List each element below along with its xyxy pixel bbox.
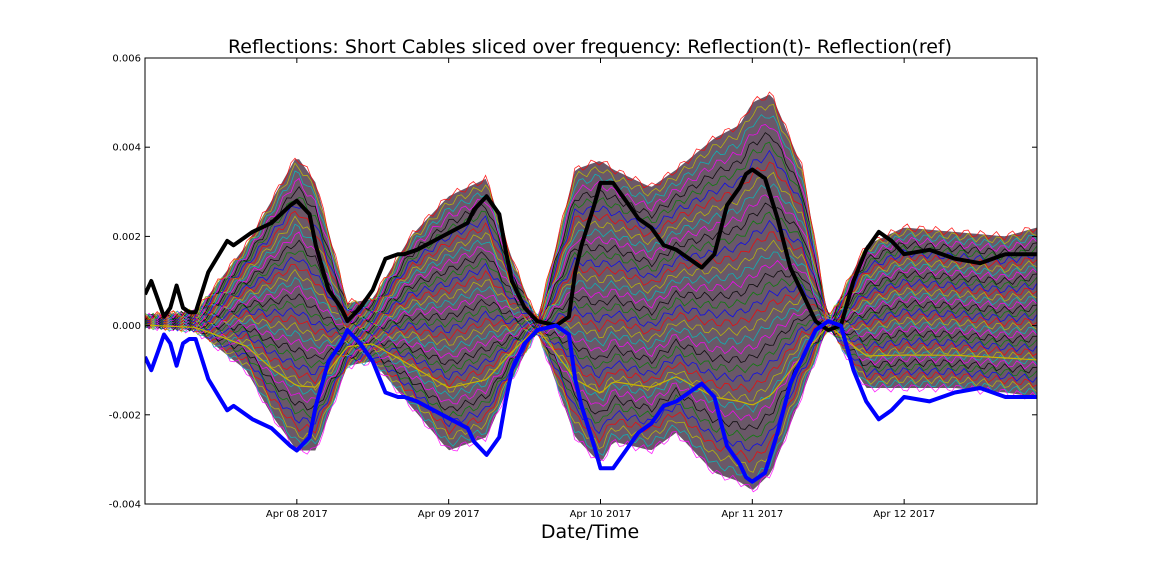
bundle-line bbox=[145, 318, 1037, 374]
bundle-line bbox=[145, 194, 1037, 326]
x-axis: Apr 08 2017 Apr 09 2017 Apr 10 2017 Apr 11 … bbox=[266, 58, 935, 520]
bundle-line bbox=[145, 313, 1037, 366]
chart-title: Reflections: Short Cables sliced over fr… bbox=[228, 36, 952, 58]
x-tick-label: Apr 09 2017 bbox=[418, 509, 480, 520]
x-tick-label: Apr 11 2017 bbox=[721, 509, 783, 520]
bundle-line bbox=[145, 124, 1037, 324]
bundle-line bbox=[145, 132, 1037, 322]
bundle-line bbox=[145, 202, 1037, 325]
y-axis: -0.004 -0.002 0.000 0.002 0.004 0.006 bbox=[109, 54, 1037, 511]
y-tick-label: 0.004 bbox=[112, 143, 141, 154]
bundle-line bbox=[145, 270, 1037, 337]
series-line bbox=[145, 167, 1037, 333]
bundle-line bbox=[145, 288, 1037, 342]
y-tick-label: 0.006 bbox=[112, 54, 141, 65]
bundle-line bbox=[145, 319, 1037, 393]
bundle-line bbox=[145, 322, 1037, 452]
bundle-envelope bbox=[145, 94, 1037, 490]
x-tick-label: Apr 12 2017 bbox=[873, 509, 935, 520]
bundle-line bbox=[145, 321, 1037, 464]
bundle-line bbox=[145, 276, 1037, 338]
bundle-line bbox=[145, 259, 1037, 335]
series-layer bbox=[145, 167, 1037, 484]
frequency-slice-bundle bbox=[145, 91, 1037, 493]
bundle-line bbox=[145, 284, 1037, 339]
bundle-line bbox=[145, 320, 1037, 413]
bundle-line bbox=[145, 319, 1037, 422]
x-axis-label: Date/Time bbox=[541, 521, 639, 543]
bundle-line bbox=[145, 295, 1037, 346]
y-tick-label: -0.002 bbox=[109, 410, 141, 421]
bundle-line bbox=[145, 171, 1037, 323]
bundle-line bbox=[145, 302, 1037, 353]
bundle-line bbox=[145, 319, 1037, 402]
bundle-line bbox=[145, 219, 1037, 327]
bundle-line bbox=[145, 231, 1037, 329]
bundle-line bbox=[145, 251, 1037, 334]
y-tick-label: -0.004 bbox=[109, 500, 141, 511]
bundle-line bbox=[145, 239, 1037, 333]
y-tick-label: 0.002 bbox=[112, 232, 141, 243]
bundle-line bbox=[145, 320, 1037, 442]
bundle-line bbox=[145, 308, 1037, 359]
bundle-line bbox=[145, 321, 1037, 485]
y-tick-label: 0.000 bbox=[112, 321, 141, 332]
bundle-line bbox=[145, 183, 1037, 324]
plot-frame bbox=[144, 57, 1038, 505]
bundle-line bbox=[145, 114, 1037, 322]
x-tick-label: Apr 10 2017 bbox=[570, 509, 632, 520]
x-tick-label: Apr 08 2017 bbox=[266, 509, 328, 520]
bundle-line bbox=[145, 91, 1037, 322]
series-line bbox=[145, 319, 1037, 484]
bundle-line bbox=[145, 211, 1037, 326]
bundle-line bbox=[145, 319, 1037, 383]
bundle-line bbox=[145, 324, 1037, 406]
bundle-line bbox=[145, 320, 1037, 430]
bundle-line bbox=[145, 149, 1037, 324]
